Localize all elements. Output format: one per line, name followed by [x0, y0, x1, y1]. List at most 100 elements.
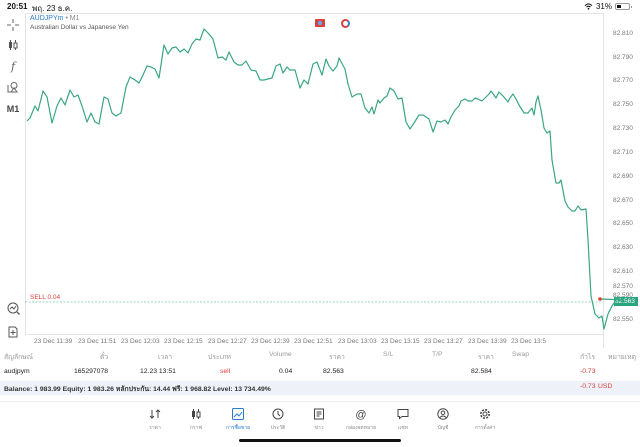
x-tick: 23 Dec 12:39 [251, 338, 290, 345]
x-tick: 23 Dec 11:39 [34, 338, 73, 345]
tab-chat[interactable]: แชท [383, 408, 423, 432]
history-icon [272, 408, 284, 422]
tab-label: กล่องจดหมาย [345, 425, 377, 431]
cell-volume: 0.04 [279, 368, 293, 375]
col-tp: T/P [432, 351, 443, 358]
indicators-candles-icon[interactable] [5, 37, 21, 53]
indicator-badge-icon[interactable] [341, 19, 350, 28]
col-price: ราคา [478, 354, 494, 361]
y-tick: 82.770 [613, 77, 633, 84]
crosshair-icon[interactable] [5, 17, 21, 33]
table-row[interactable]: audjpym 165297078 12.23 13:51 sell 0.04 … [0, 366, 640, 380]
x-tick: 23 Dec 12:03 [121, 338, 160, 345]
price-chart[interactable] [25, 13, 603, 335]
y-tick: 82.710 [613, 149, 633, 156]
col-comment: หมายเหตุ [608, 354, 636, 361]
y-tick: 82.650 [613, 220, 633, 227]
tab-chart[interactable]: กราฟ [176, 408, 216, 432]
col-sl: S/L [383, 351, 394, 358]
col-symbol: สัญลักษณ์ [4, 354, 34, 361]
tab-label: การตั้งค่า [474, 425, 496, 431]
wifi-icon [584, 3, 593, 10]
balance-summary: Balance: 1 983.99 Equity: 1 983.26 หลักป… [4, 386, 271, 393]
news-icon [313, 408, 325, 422]
tab-label: กราฟ [189, 425, 203, 431]
tab-mailbox[interactable]: @ กล่องจดหมาย [341, 408, 381, 432]
cell-type: sell [220, 368, 231, 375]
cell-profit: -0.73 [580, 368, 596, 375]
zoom-chart-icon[interactable] [5, 300, 21, 316]
cell-price: 82.584 [471, 368, 492, 375]
balance-bar: Balance: 1 983.99 Equity: 1 983.26 หลักป… [0, 381, 640, 395]
tab-quotes[interactable]: ราคา [135, 408, 175, 432]
battery-percent: 31% [595, 2, 612, 11]
table-header: สัญลักษณ์ ตั๋ว เวลา ประเภท Volume ราคา S… [0, 349, 640, 363]
x-tick: 23 Dec 13:15 [381, 338, 420, 345]
chart-symbol-title[interactable]: AUDJPYm • M1 [30, 15, 80, 22]
total-profit: -0.73 [580, 383, 596, 390]
tab-trade[interactable]: การซื้อขาย [218, 408, 258, 432]
col-profit: กำไร [580, 354, 596, 361]
add-chart-icon[interactable] [5, 324, 21, 340]
home-indicator [239, 439, 401, 442]
total-currency: USD [598, 383, 613, 390]
cell-symbol: audjpym [4, 368, 30, 375]
chart-badges [315, 19, 350, 28]
x-tick: 23 Dec 12:51 [294, 338, 333, 345]
y-tick: 82.550 [613, 316, 633, 323]
tab-label: บัญชี [437, 425, 449, 431]
y-tick: 82.790 [613, 54, 633, 61]
chat-icon [397, 408, 409, 422]
current-price-tag: 82.563 [614, 297, 638, 306]
sell-position-label[interactable]: SELL 0.04 [30, 294, 61, 301]
tab-label: การซื้อขาย [225, 425, 251, 431]
tab-label: ข่าว [314, 425, 324, 431]
one-click-trading-icon[interactable] [315, 19, 325, 27]
y-tick: 82.690 [613, 173, 633, 180]
function-icon[interactable]: f [10, 59, 16, 73]
x-tick: 23 Dec 13:27 [424, 338, 463, 345]
x-tick: 23 Dec 11:51 [78, 338, 117, 345]
status-right: 31% [584, 2, 632, 11]
title-timeframe: M1 [69, 15, 80, 22]
status-date: พฤ. 23 ธ.ค. [32, 4, 73, 13]
title-separator: • [63, 15, 70, 22]
battery-icon [615, 3, 632, 10]
x-tick: 23 Dec 12:15 [164, 338, 203, 345]
tab-label: แชท [398, 425, 408, 431]
col-open-price: ราคา [329, 354, 345, 361]
chart-toolbar: f M1 [0, 13, 25, 348]
y-tick: 82.610 [613, 268, 633, 275]
cell-open-price: 82.563 [323, 368, 344, 375]
objects-icon[interactable] [5, 79, 21, 95]
y-tick: 82.570 [613, 283, 633, 290]
status-bar: 20:51 พฤ. 23 ธ.ค. 31% [0, 0, 640, 13]
symbol-description: Australian Dollar vs Japanese Yen [30, 24, 129, 31]
y-tick: 82.750 [613, 101, 633, 108]
tab-news[interactable]: ข่าว [299, 408, 339, 432]
x-tick: 23 Dec 13:5 [511, 338, 547, 345]
y-tick: 82.670 [613, 197, 633, 204]
tab-settings[interactable]: การตั้งค่า [465, 408, 505, 432]
chart-icon [190, 408, 202, 422]
cell-ticket: 165297078 [74, 368, 109, 375]
account-icon [437, 408, 449, 422]
y-tick: 82.630 [613, 244, 633, 251]
trade-icon [232, 408, 244, 422]
x-tick: 23 Dec 13:03 [338, 338, 377, 345]
quotes-icon [149, 408, 161, 422]
col-time: เวลา [158, 354, 173, 361]
mailbox-icon: @ [355, 409, 367, 421]
col-type: ประเภท [208, 354, 231, 361]
tab-history[interactable]: ประวัติ [258, 408, 298, 432]
col-swap: Swap [512, 351, 530, 358]
col-ticket: ตั๋ว [100, 354, 109, 361]
tab-label: ประวัติ [270, 425, 286, 431]
x-tick: 23 Dec 12:27 [208, 338, 247, 345]
positions-table: สัญลักษณ์ ตั๋ว เวลา ประเภท Volume ราคา S… [0, 348, 640, 376]
cell-time: 12.23 13:51 [140, 368, 176, 375]
timeframe-button[interactable]: M1 [6, 104, 20, 114]
tab-account[interactable]: บัญชี [423, 408, 463, 432]
y-tick: 82.810 [613, 30, 633, 37]
tab-label: ราคา [149, 425, 161, 431]
